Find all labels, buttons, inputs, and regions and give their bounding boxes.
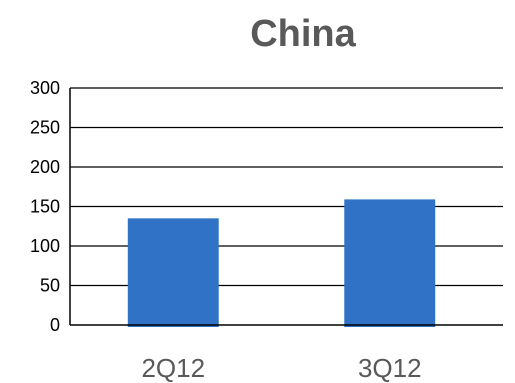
y-tick-label-0: 0 [50,315,60,335]
bars [127,199,436,327]
y-tick-label-1: 50 [40,276,60,296]
y-tick-label-2: 100 [30,236,60,256]
axes [69,88,503,326]
y-tick-label-6: 300 [30,78,60,98]
y-axis-ticks: 0 50 100 150 200 250 300 [30,78,60,335]
y-tick-label-4: 200 [30,157,60,177]
y-tick-label-3: 150 [30,197,60,217]
bar-2Q12 [127,218,219,327]
y-tick-label-5: 250 [30,118,60,138]
x-tick-label-2Q12: 2Q12 [141,353,205,383]
x-tick-label-3Q12: 3Q12 [358,353,422,383]
x-axis-ticks: 2Q12 3Q12 [141,353,421,383]
bar-3Q12 [344,199,436,327]
chart-title: China [250,13,356,55]
